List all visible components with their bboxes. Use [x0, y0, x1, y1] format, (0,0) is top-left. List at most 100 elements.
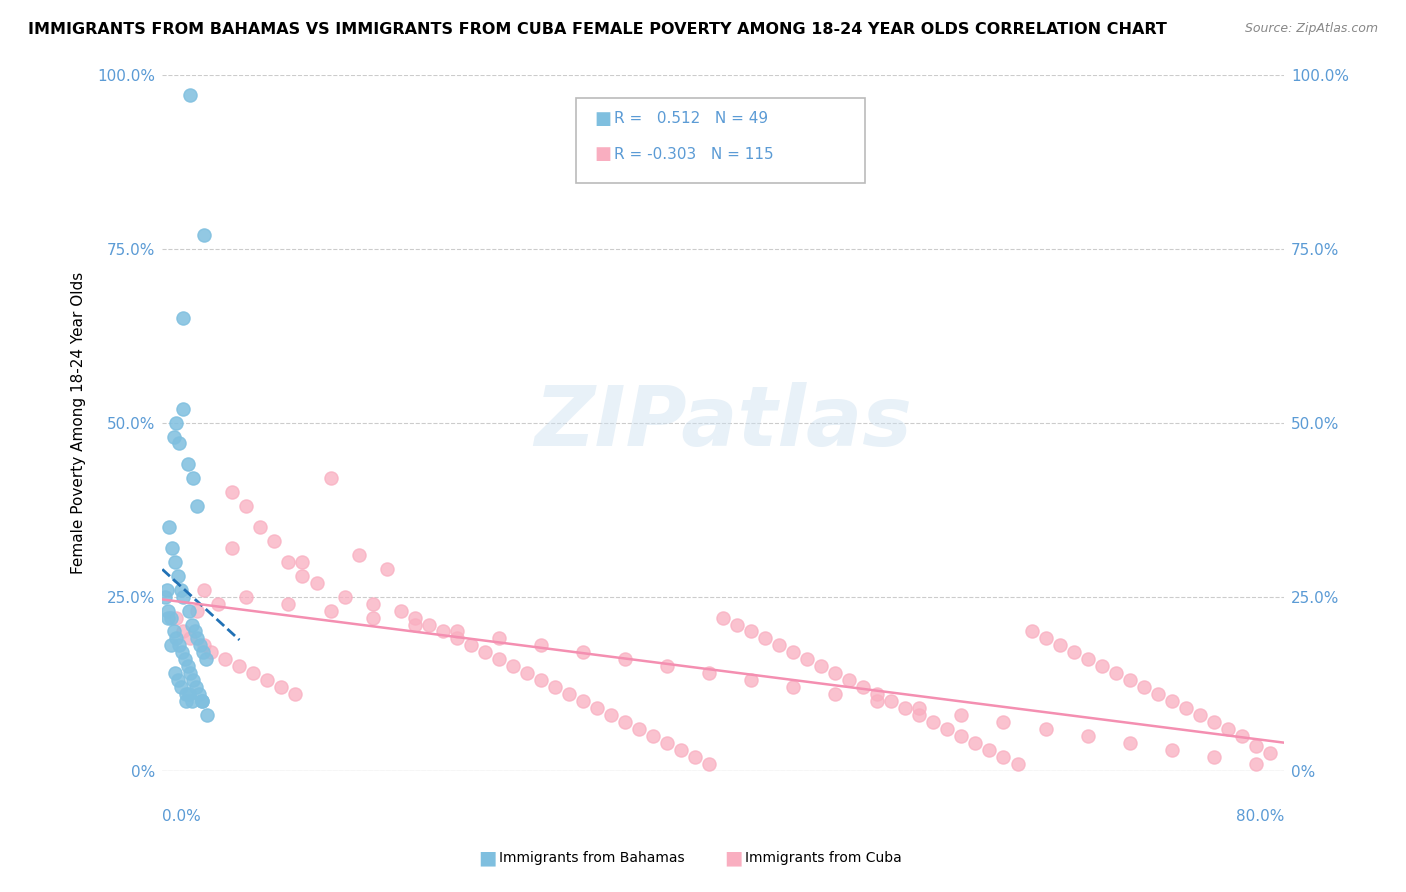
Point — [277, 597, 299, 611]
Point — [190, 694, 212, 708]
Point — [404, 610, 426, 624]
Point — [305, 575, 328, 590]
Point — [655, 659, 678, 673]
Point — [347, 548, 370, 562]
Text: ■: ■ — [724, 848, 742, 868]
Point — [782, 645, 804, 659]
Point — [319, 604, 342, 618]
Text: ZIPatlas: ZIPatlas — [534, 382, 912, 463]
Point — [1063, 645, 1085, 659]
Point — [172, 401, 194, 416]
Point — [979, 743, 1001, 757]
Point — [242, 666, 264, 681]
Point — [1202, 749, 1225, 764]
Point — [256, 673, 278, 688]
Point — [361, 610, 384, 624]
Point — [179, 88, 201, 103]
Point — [1202, 714, 1225, 729]
Point — [156, 610, 179, 624]
Point — [162, 624, 184, 639]
Point — [186, 632, 208, 646]
Point — [488, 652, 510, 666]
Point — [866, 694, 889, 708]
Point — [159, 639, 181, 653]
Point — [389, 604, 412, 618]
Point — [177, 604, 200, 618]
Point — [180, 694, 202, 708]
Point — [166, 673, 188, 688]
Point — [894, 701, 917, 715]
Point — [249, 520, 271, 534]
Point — [162, 429, 184, 443]
Point — [965, 736, 987, 750]
Point — [782, 680, 804, 694]
Point — [207, 597, 229, 611]
Point — [1146, 687, 1168, 701]
Point — [166, 568, 188, 582]
Point — [221, 541, 243, 555]
Point — [291, 568, 314, 582]
Point — [263, 533, 285, 548]
Point — [572, 694, 595, 708]
Point — [181, 673, 204, 688]
Point — [502, 659, 524, 673]
Text: ■: ■ — [595, 110, 612, 128]
Point — [530, 639, 553, 653]
Point — [1077, 652, 1099, 666]
Point — [1174, 701, 1197, 715]
Point — [697, 756, 720, 771]
Point — [1007, 756, 1029, 771]
Point — [446, 624, 468, 639]
Point — [866, 687, 889, 701]
Point — [187, 687, 209, 701]
Point — [838, 673, 860, 688]
Point — [641, 729, 664, 743]
Point — [195, 708, 218, 723]
Point — [184, 680, 207, 694]
Point — [697, 666, 720, 681]
Text: 80.0%: 80.0% — [1236, 809, 1284, 824]
Point — [270, 680, 292, 694]
Point — [188, 639, 211, 653]
Point — [176, 458, 198, 472]
Point — [1244, 739, 1267, 754]
Point — [516, 666, 538, 681]
Point — [908, 701, 931, 715]
Point — [235, 499, 257, 513]
Point — [768, 639, 790, 653]
Point — [200, 645, 222, 659]
Point — [228, 659, 250, 673]
Point — [157, 520, 180, 534]
Point — [319, 471, 342, 485]
Point — [159, 610, 181, 624]
Point — [176, 659, 198, 673]
Point — [1021, 624, 1043, 639]
Point — [179, 666, 201, 681]
Point — [1160, 743, 1182, 757]
Point — [186, 499, 208, 513]
Point — [173, 652, 195, 666]
Point — [600, 708, 623, 723]
Point — [572, 645, 595, 659]
Point — [190, 694, 212, 708]
Point — [221, 485, 243, 500]
Point — [1258, 747, 1281, 761]
Point — [950, 708, 973, 723]
Point — [711, 610, 734, 624]
Point — [1230, 729, 1253, 743]
Text: ■: ■ — [595, 145, 612, 163]
Point — [544, 680, 567, 694]
Point — [191, 645, 214, 659]
Point — [277, 555, 299, 569]
Point — [627, 722, 650, 736]
Point — [655, 736, 678, 750]
Point — [880, 694, 903, 708]
Point — [169, 582, 191, 597]
Point — [950, 729, 973, 743]
Point — [908, 708, 931, 723]
Point — [1035, 632, 1057, 646]
Point — [683, 749, 706, 764]
Point — [993, 714, 1015, 729]
Point — [165, 632, 187, 646]
Point — [404, 617, 426, 632]
